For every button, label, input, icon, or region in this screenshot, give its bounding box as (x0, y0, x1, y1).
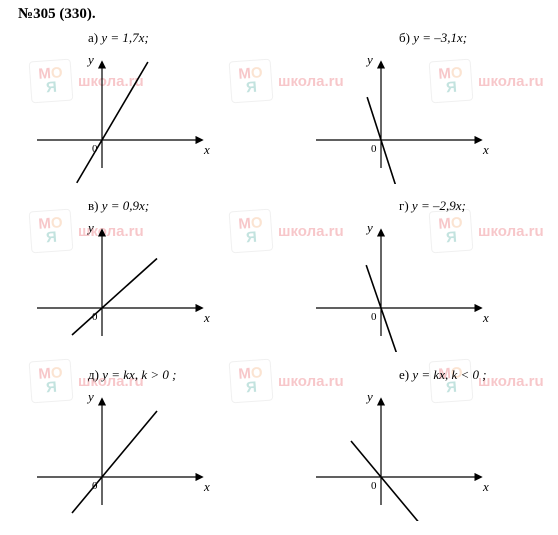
title-prefix: № (18, 6, 33, 22)
svg-text:0: 0 (371, 143, 377, 155)
plot-svg: x y 0 (299, 212, 499, 352)
plot-svg: x y 0 (20, 44, 220, 184)
svg-text:0: 0 (92, 480, 98, 492)
title-number: 305 (330). (33, 6, 96, 22)
svg-text:x: x (482, 310, 489, 325)
problem-title: №305 (330). (18, 6, 96, 23)
plot-cell: д) y = kx, k > 0 ;xy0 (0, 367, 279, 535)
svg-text:y: y (86, 220, 94, 235)
plot-svg: x y 0 (20, 212, 220, 352)
plot-cell: а) y = 1,7x;xy0 (0, 30, 279, 198)
plot-cell: б) y = –3,1x;xy0 (279, 30, 558, 198)
svg-text:y: y (86, 389, 94, 404)
svg-text:x: x (203, 479, 210, 494)
svg-text:0: 0 (92, 143, 98, 155)
plot-svg: x y 0 (299, 44, 499, 184)
svg-text:0: 0 (92, 311, 98, 323)
svg-text:0: 0 (371, 311, 377, 323)
plot-cell: е) y = kx, k < 0 ;xy0 (279, 367, 558, 535)
svg-text:x: x (482, 142, 489, 157)
plot-svg: x y 0 (20, 381, 220, 521)
svg-text:0: 0 (371, 480, 377, 492)
svg-text:y: y (365, 52, 373, 67)
svg-text:x: x (203, 310, 210, 325)
plots-grid: а) y = 1,7x;xy0б) y = –3,1x;xy0в) y = 0,… (0, 30, 558, 535)
svg-text:x: x (203, 142, 210, 157)
plot-cell: г) y = –2,9x;xy0 (279, 198, 558, 366)
svg-text:y: y (365, 389, 373, 404)
svg-text:y: y (365, 220, 373, 235)
plot-cell: в) y = 0,9x;xy0 (0, 198, 279, 366)
svg-text:y: y (86, 52, 94, 67)
svg-text:x: x (482, 479, 489, 494)
plot-svg: x y 0 (299, 381, 499, 521)
